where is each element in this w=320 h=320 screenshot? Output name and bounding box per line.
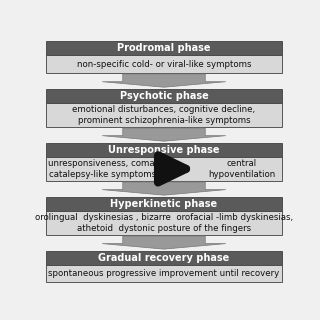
Bar — [46, 55, 282, 73]
Bar — [46, 103, 282, 127]
Bar — [46, 265, 282, 282]
Bar — [46, 157, 282, 180]
Text: orolingual  dyskinesias , bizarre  orofacial -limb dyskinesias,
athetoid  dyston: orolingual dyskinesias , bizarre orofaci… — [35, 213, 293, 233]
Bar — [46, 41, 282, 55]
Text: Psychotic phase: Psychotic phase — [120, 91, 208, 101]
Bar — [46, 211, 282, 235]
Bar — [46, 196, 282, 211]
Bar — [46, 143, 282, 157]
Polygon shape — [102, 236, 226, 249]
Text: non-specific cold- or viral-like symptoms: non-specific cold- or viral-like symptom… — [77, 60, 251, 68]
Polygon shape — [102, 74, 226, 87]
Text: emotional disturbances, cognitive decline,
prominent schizophrenia-like symptoms: emotional disturbances, cognitive declin… — [72, 105, 256, 124]
Bar — [46, 89, 282, 103]
Polygon shape — [102, 182, 226, 195]
Polygon shape — [102, 128, 226, 141]
Text: Gradual recovery phase: Gradual recovery phase — [98, 253, 230, 263]
Text: Unresponsive phase: Unresponsive phase — [108, 145, 220, 155]
Text: central
hypoventilation: central hypoventilation — [208, 159, 276, 179]
Text: spontaneous progressive improvement until recovery: spontaneous progressive improvement unti… — [48, 269, 280, 278]
Bar — [46, 251, 282, 265]
Text: Prodromal phase: Prodromal phase — [117, 43, 211, 53]
Text: Hyperkinetic phase: Hyperkinetic phase — [110, 199, 218, 209]
Text: unresponsiveness, coma,
catalepsy-like symptoms: unresponsiveness, coma, catalepsy-like s… — [48, 159, 157, 179]
